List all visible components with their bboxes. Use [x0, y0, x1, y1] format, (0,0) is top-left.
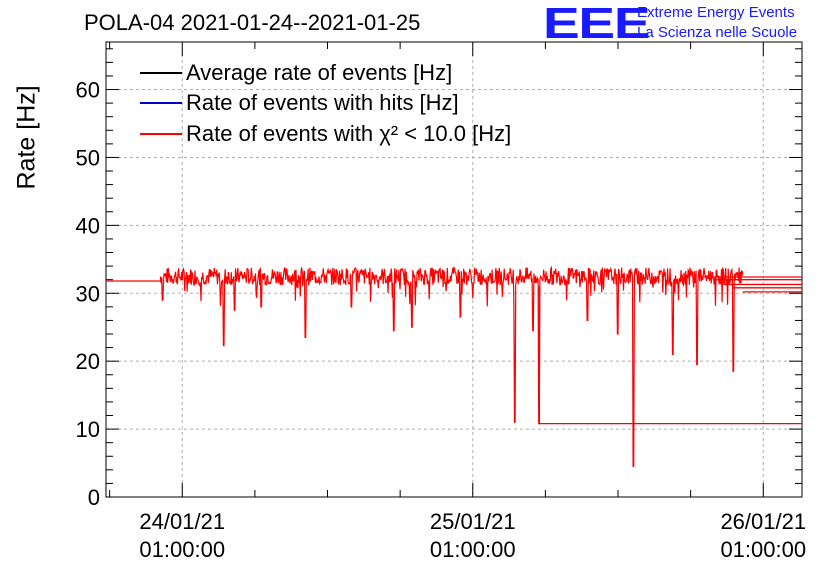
y-tick-label: 0: [88, 485, 100, 510]
series-chi2-plateau: [538, 286, 802, 425]
x-tick-label: 26/01/21 01:00:00: [720, 509, 807, 562]
legend-swatch-average: [140, 72, 182, 74]
eee-logo-line1: Extreme Energy Events: [637, 4, 795, 21]
legend-entry-chi2: Rate of events with χ² < 10.0 [Hz]: [140, 120, 511, 148]
legend-label-hits: Rate of events with hits [Hz]: [186, 90, 459, 115]
x-tick-label: 24/01/21 01:00:00: [139, 509, 226, 562]
series-chi2-trace: [106, 265, 744, 467]
y-tick-label: 60: [76, 78, 100, 103]
y-tick-label: 30: [76, 281, 100, 306]
legend-entry-hits: Rate of events with hits [Hz]: [140, 89, 459, 117]
legend-swatch-chi2: [140, 133, 182, 135]
y-axis-label: Rate [Hz]: [12, 85, 41, 190]
plot-frame: [105, 41, 803, 498]
y-tick-label: 20: [76, 349, 100, 374]
eee-logo-line2: La Scienza nelle Scuole: [637, 24, 798, 41]
legend-swatch-hits: [140, 102, 182, 104]
y-tick-label: 10: [76, 417, 100, 442]
legend-label-average: Average rate of events [Hz]: [186, 60, 453, 85]
legend-entry-average: Average rate of events [Hz]: [140, 59, 452, 87]
y-tick-label: 40: [76, 213, 100, 238]
legend-label-chi2: Rate of events with χ² < 10.0 [Hz]: [186, 121, 512, 146]
x-tick-label: 25/01/21 01:00:00: [429, 509, 516, 562]
y-tick-label: 50: [76, 145, 100, 170]
chart-title: POLA-04 2021-01-24--2021-01-25: [84, 10, 421, 35]
eee-logo: EEE: [543, 0, 651, 48]
